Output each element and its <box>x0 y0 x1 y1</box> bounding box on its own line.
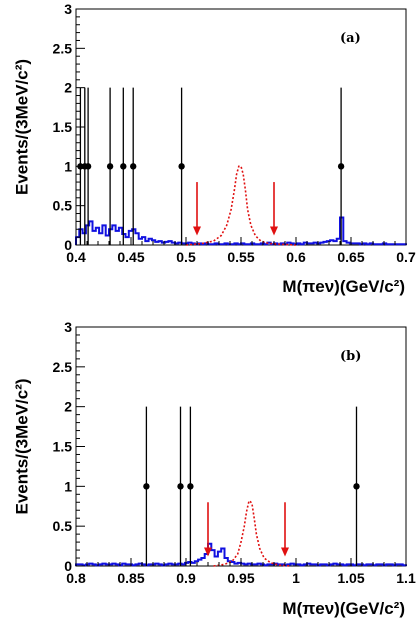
y-tick-label: 2.5 <box>53 359 73 375</box>
y-tick-label: 2.5 <box>53 40 73 56</box>
data-point <box>337 163 345 170</box>
background-mc-line <box>75 542 407 567</box>
data-point <box>178 163 185 170</box>
cut-arrow <box>270 182 278 236</box>
x-tick-label: 1.05 <box>337 570 364 586</box>
axis-ticks <box>75 326 407 567</box>
x-tick-label: 0.5 <box>176 249 196 265</box>
x-tick-label: 0.65 <box>337 249 364 265</box>
x-tick-label: 0.45 <box>117 249 144 265</box>
signal-mc-curve <box>213 499 291 567</box>
y-tick-label: 3 <box>64 1 72 17</box>
cut-arrows <box>193 182 278 236</box>
y-tick-labels: 0 0.5 1 1.5 2 2.5 3 <box>53 1 73 253</box>
data-point <box>106 163 114 170</box>
data-point <box>353 483 360 490</box>
x-tick-labels: 0.4 0.45 0.5 0.55 0.6 0.65 0.7 <box>66 249 416 265</box>
y-tick-label: 0.5 <box>53 198 73 214</box>
x-tick-label: 0.95 <box>227 570 254 586</box>
data-point <box>177 483 184 490</box>
x-tick-label: 0.6 <box>286 249 306 265</box>
x-tick-label: 0.85 <box>117 570 144 586</box>
signal-mc-line <box>185 165 297 246</box>
y-tick-label: 2 <box>64 80 72 96</box>
background-mc-histogram <box>75 542 407 567</box>
data-point <box>120 163 127 170</box>
cut-arrow <box>193 182 201 236</box>
panel-b: 0.8 0.85 0.9 0.95 1 1.05 1.1 0 0.5 1 1.5 2 2.5 3 (b)… <box>13 319 416 618</box>
x-tick-label: 1.1 <box>396 570 416 586</box>
cut-arrow <box>281 502 289 557</box>
x-tick-label: 0.8 <box>66 570 86 586</box>
data-point <box>143 483 150 490</box>
data-point <box>130 163 137 170</box>
y-tick-label: 0 <box>64 237 72 253</box>
y-tick-label: 1.5 <box>53 119 73 135</box>
x-tick-label: 0.4 <box>66 249 86 265</box>
signal-mc-curve <box>185 165 297 246</box>
signal-mc-line <box>213 499 291 567</box>
cut-arrows <box>204 502 289 557</box>
panel-a: 0.4 0.45 0.5 0.55 0.6 0.65 0.7 0 0.5 1 1.5 2 2.5 3 (… <box>13 1 416 296</box>
data-points <box>77 87 345 245</box>
y-tick-label: 2 <box>64 399 72 415</box>
x-tick-label: 0.9 <box>176 570 196 586</box>
y-tick-label: 0 <box>64 558 72 574</box>
y-axis-title: Events/(3MeV/c²) <box>13 378 32 514</box>
y-tick-label: 0.5 <box>53 518 73 534</box>
data-point <box>187 483 194 490</box>
data-point <box>84 163 92 170</box>
y-tick-labels: 0 0.5 1 1.5 2 2.5 3 <box>53 319 73 574</box>
x-axis-title: M(πeν)(GeV/c²) <box>282 277 405 296</box>
y-tick-label: 1 <box>64 158 72 174</box>
x-axis-title: M(πeν)(GeV/c²) <box>282 599 405 618</box>
y-tick-label: 3 <box>64 319 72 335</box>
y-tick-label: 1 <box>64 478 72 494</box>
x-tick-label: 1 <box>292 570 300 586</box>
cut-arrow <box>204 502 212 557</box>
axis-ticks <box>75 8 407 246</box>
y-tick-label: 1.5 <box>53 439 73 455</box>
panel-label: (a) <box>340 31 361 46</box>
x-tick-label: 0.7 <box>396 249 416 265</box>
data-points <box>143 406 360 566</box>
x-tick-labels: 0.8 0.85 0.9 0.95 1 1.05 1.1 <box>66 570 416 586</box>
x-tick-label: 0.55 <box>227 249 254 265</box>
panel-label: (b) <box>340 349 361 364</box>
y-axis-title: Events/(3MeV/c²) <box>13 59 32 195</box>
